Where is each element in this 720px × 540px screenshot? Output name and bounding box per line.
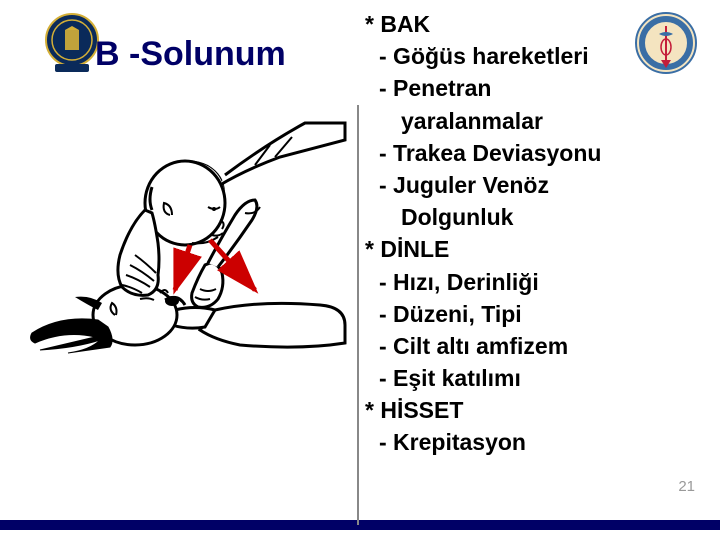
list-item: * BAK (365, 8, 655, 40)
list-item: yaralanmalar (365, 105, 655, 137)
list-item: * HİSSET (365, 394, 655, 426)
list-item: - Göğüs hareketleri (365, 40, 655, 72)
list-item: - Cilt altı amfizem (365, 330, 655, 362)
list-item: - Penetran (365, 72, 655, 104)
list-item: - Trakea Deviasyonu (365, 137, 655, 169)
slide: B -Solunum (0, 0, 720, 530)
list-item: - Düzeni, Tipi (365, 298, 655, 330)
illustration-breathing-check (20, 115, 350, 355)
vertical-divider (357, 105, 359, 525)
list-item: Dolgunluk (365, 201, 655, 233)
left-logo-icon (45, 12, 100, 76)
list-item: - Hızı, Derinliği (365, 266, 655, 298)
content-list: * BAK - Göğüs hareketleri - Penetran yar… (365, 8, 655, 459)
slide-title: B -Solunum (95, 35, 286, 74)
list-item: - Juguler Venöz (365, 169, 655, 201)
list-item: * DİNLE (365, 233, 655, 265)
list-item: - Krepitasyon (365, 426, 655, 458)
list-item: - Eşit katılımı (365, 362, 655, 394)
page-number: 21 (678, 478, 695, 495)
